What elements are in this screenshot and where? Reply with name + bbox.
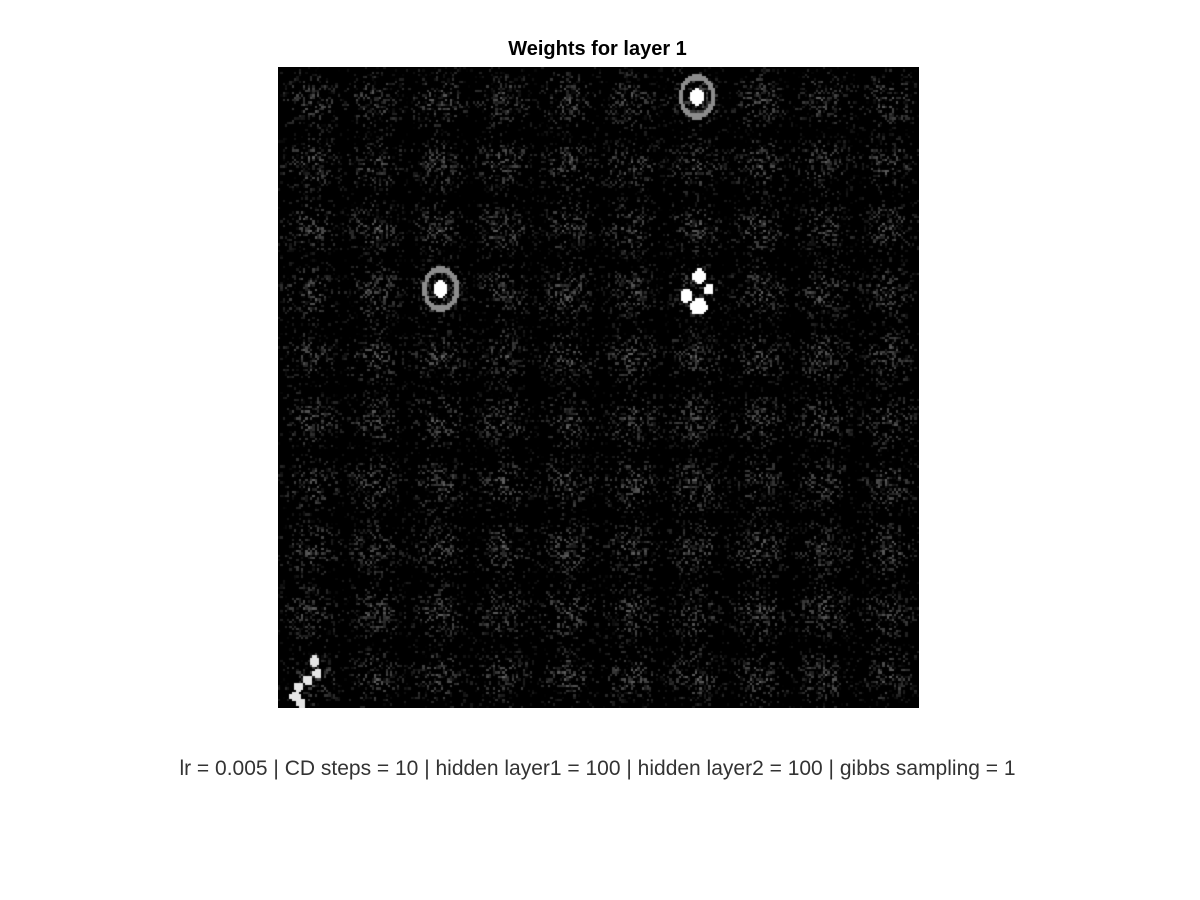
weights-image [278, 67, 919, 708]
chart-title: Weights for layer 1 [508, 38, 687, 60]
parameters-caption: lr = 0.005 | CD steps = 10 | hidden laye… [179, 757, 1016, 780]
weights-heatmap [278, 67, 919, 708]
